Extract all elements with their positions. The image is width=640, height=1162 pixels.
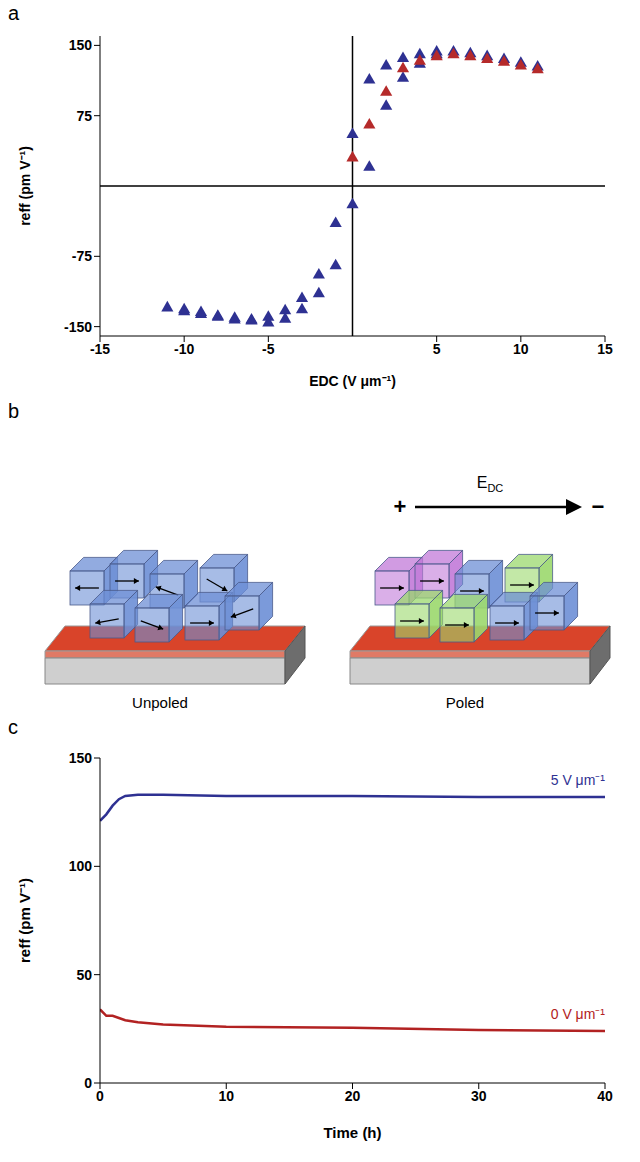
svg-text:-10: -10 [174,341,194,357]
svg-text:75: 75 [76,108,92,124]
svg-text:EDC: EDC [477,474,504,494]
svg-text:+: + [394,494,407,519]
svg-text:0: 0 [84,1075,92,1091]
svg-text:150: 150 [69,750,93,766]
svg-text:10: 10 [513,341,529,357]
svg-text:5 V μm⁻¹: 5 V μm⁻¹ [551,772,606,788]
svg-text:50: 50 [76,967,92,983]
svg-text:100: 100 [69,858,93,874]
svg-text:Poled: Poled [446,694,484,711]
svg-text:0: 0 [96,1088,104,1104]
svg-text:30: 30 [471,1088,487,1104]
svg-text:Time (h): Time (h) [323,1124,381,1141]
svg-text:reff (pm V⁻¹): reff (pm V⁻¹) [17,146,33,226]
svg-text:5: 5 [433,341,441,357]
svg-text:reff (pm V⁻¹): reff (pm V⁻¹) [16,878,33,963]
svg-text:10: 10 [218,1088,234,1104]
svg-text:-5: -5 [262,341,275,357]
svg-text:-15: -15 [90,341,110,357]
svg-text:−: − [592,494,605,519]
svg-text:-150: -150 [64,319,92,335]
svg-text:Unpoled: Unpoled [132,694,188,711]
html-text:c: c [8,716,18,738]
svg-text:15: 15 [597,341,613,357]
html-text:a: a [8,2,20,24]
svg-text:40: 40 [597,1088,613,1104]
html-text:b: b [8,400,20,422]
svg-text:EDC (V μm⁻¹): EDC (V μm⁻¹) [309,373,396,389]
svg-text:150: 150 [69,37,93,53]
svg-text:-75: -75 [72,248,92,264]
svg-text:0 V μm⁻¹: 0 V μm⁻¹ [551,1006,606,1022]
svg-text:20: 20 [345,1088,361,1104]
